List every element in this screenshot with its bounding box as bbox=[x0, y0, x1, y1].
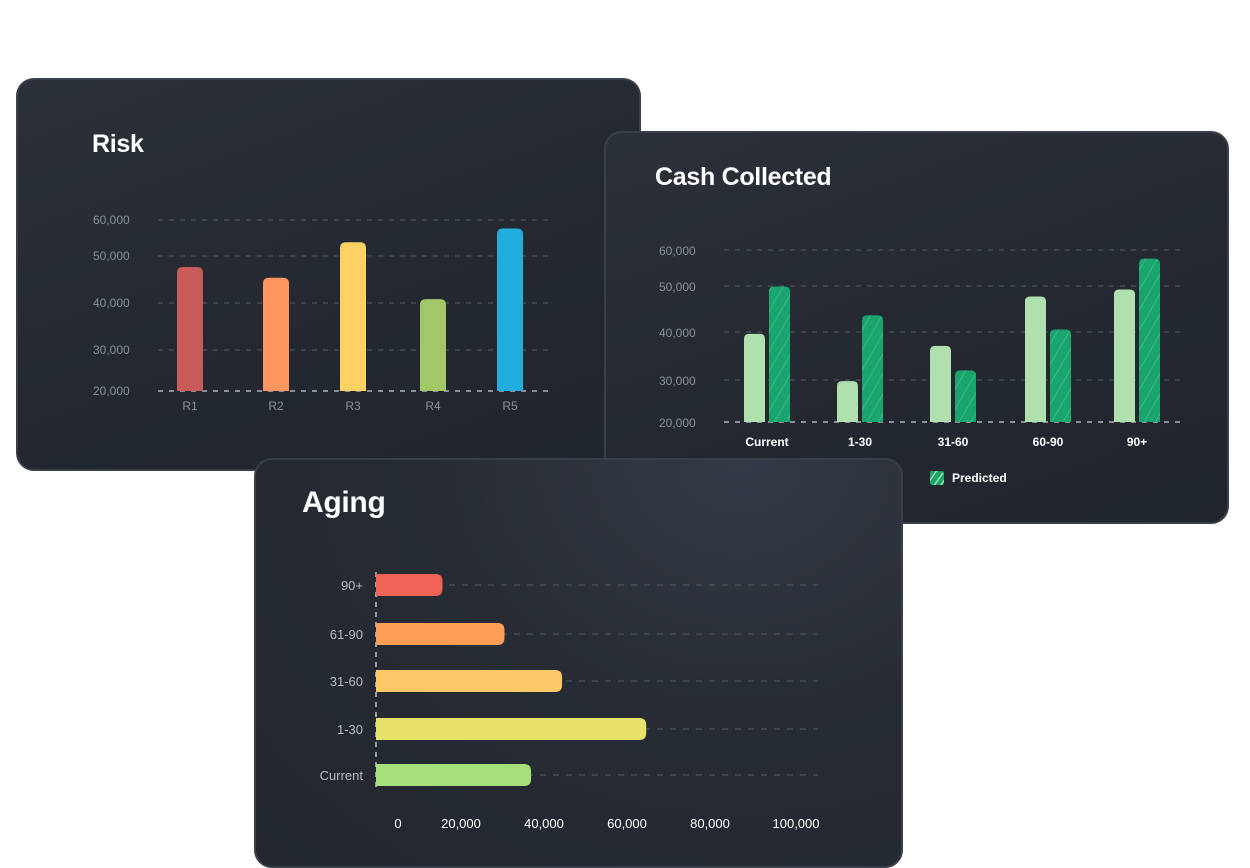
x-tick-label: 20,000 bbox=[441, 816, 481, 831]
x-tick-label: Current bbox=[745, 435, 788, 449]
legend-label-predicted: Predicted bbox=[952, 471, 1007, 485]
y-tick-label: 40,000 bbox=[659, 326, 696, 340]
y-tick-label: 50,000 bbox=[93, 249, 130, 263]
y-tick-label: 31-60 bbox=[330, 674, 363, 689]
x-tick-label: 100,000 bbox=[773, 816, 820, 831]
hatched-swatch-icon bbox=[930, 471, 944, 485]
y-tick-label: 20,000 bbox=[93, 384, 130, 398]
bar bbox=[376, 623, 505, 645]
cash-collected-title: Cash Collected bbox=[655, 163, 832, 191]
y-tick-label: 20,000 bbox=[659, 416, 696, 430]
x-tick-label: 90+ bbox=[1127, 435, 1147, 449]
y-tick-label: 30,000 bbox=[659, 374, 696, 388]
cash-legend: Predicted bbox=[930, 471, 1007, 485]
x-tick-label: 60,000 bbox=[607, 816, 647, 831]
y-tick-label: 60,000 bbox=[93, 213, 130, 227]
x-tick-label: R4 bbox=[425, 399, 441, 413]
risk-title: Risk bbox=[92, 130, 144, 158]
y-tick-label: Current bbox=[320, 768, 364, 783]
y-tick-label: 30,000 bbox=[93, 343, 130, 357]
bar-actual bbox=[930, 345, 951, 422]
y-tick-label: 60,000 bbox=[659, 244, 696, 258]
x-tick-label: 80,000 bbox=[690, 816, 730, 831]
bar bbox=[376, 718, 647, 740]
bar-predicted bbox=[1139, 258, 1160, 422]
x-tick-label: R2 bbox=[268, 399, 284, 413]
y-tick-label: 1-30 bbox=[337, 722, 363, 737]
x-tick-label: R5 bbox=[502, 399, 518, 413]
y-tick-label: 90+ bbox=[341, 578, 363, 593]
y-tick-label: 40,000 bbox=[93, 296, 130, 310]
y-tick-label: 50,000 bbox=[659, 280, 696, 294]
bar-predicted bbox=[1050, 329, 1071, 422]
bar bbox=[497, 228, 523, 391]
bar bbox=[376, 574, 443, 596]
risk-chart: 60,000 50,000 40,000 30,000 20,000 R1 R2 R3 R4 R5 bbox=[93, 213, 550, 413]
x-tick-label: R1 bbox=[182, 399, 198, 413]
aging-card: Aging 90+ 61-90 31-60 1-30 Current 0 20,000 40,… bbox=[254, 458, 903, 868]
bar-actual bbox=[744, 333, 765, 422]
aging-title: Aging bbox=[302, 486, 386, 519]
x-tick-label: 31-60 bbox=[938, 435, 969, 449]
bar bbox=[340, 242, 366, 391]
y-tick-label: 61-90 bbox=[330, 627, 363, 642]
bar-actual bbox=[1114, 289, 1135, 422]
bar-actual bbox=[1025, 296, 1046, 422]
bar bbox=[177, 267, 203, 391]
risk-card: Risk 60,000 50,000 40,000 30,000 20,000 R1 R2 R… bbox=[16, 78, 641, 471]
x-tick-label: R3 bbox=[345, 399, 361, 413]
bar bbox=[376, 670, 563, 692]
bar-predicted bbox=[769, 286, 790, 422]
bar bbox=[420, 299, 446, 391]
aging-chart: 90+ 61-90 31-60 1-30 Current 0 20,000 40,000 60,… bbox=[320, 572, 820, 831]
cash-collected-chart: 60,000 50,000 40,000 30,000 20,000 Current 1-3… bbox=[659, 244, 1180, 449]
bar-predicted bbox=[955, 370, 976, 422]
x-tick-label: 1-30 bbox=[848, 435, 872, 449]
x-tick-label: 60-90 bbox=[1033, 435, 1064, 449]
x-tick-label: 40,000 bbox=[524, 816, 564, 831]
bar bbox=[376, 764, 532, 786]
x-tick-label: 0 bbox=[394, 816, 401, 831]
bar-actual bbox=[837, 381, 858, 422]
bar bbox=[263, 277, 289, 391]
bar-predicted bbox=[862, 315, 883, 422]
